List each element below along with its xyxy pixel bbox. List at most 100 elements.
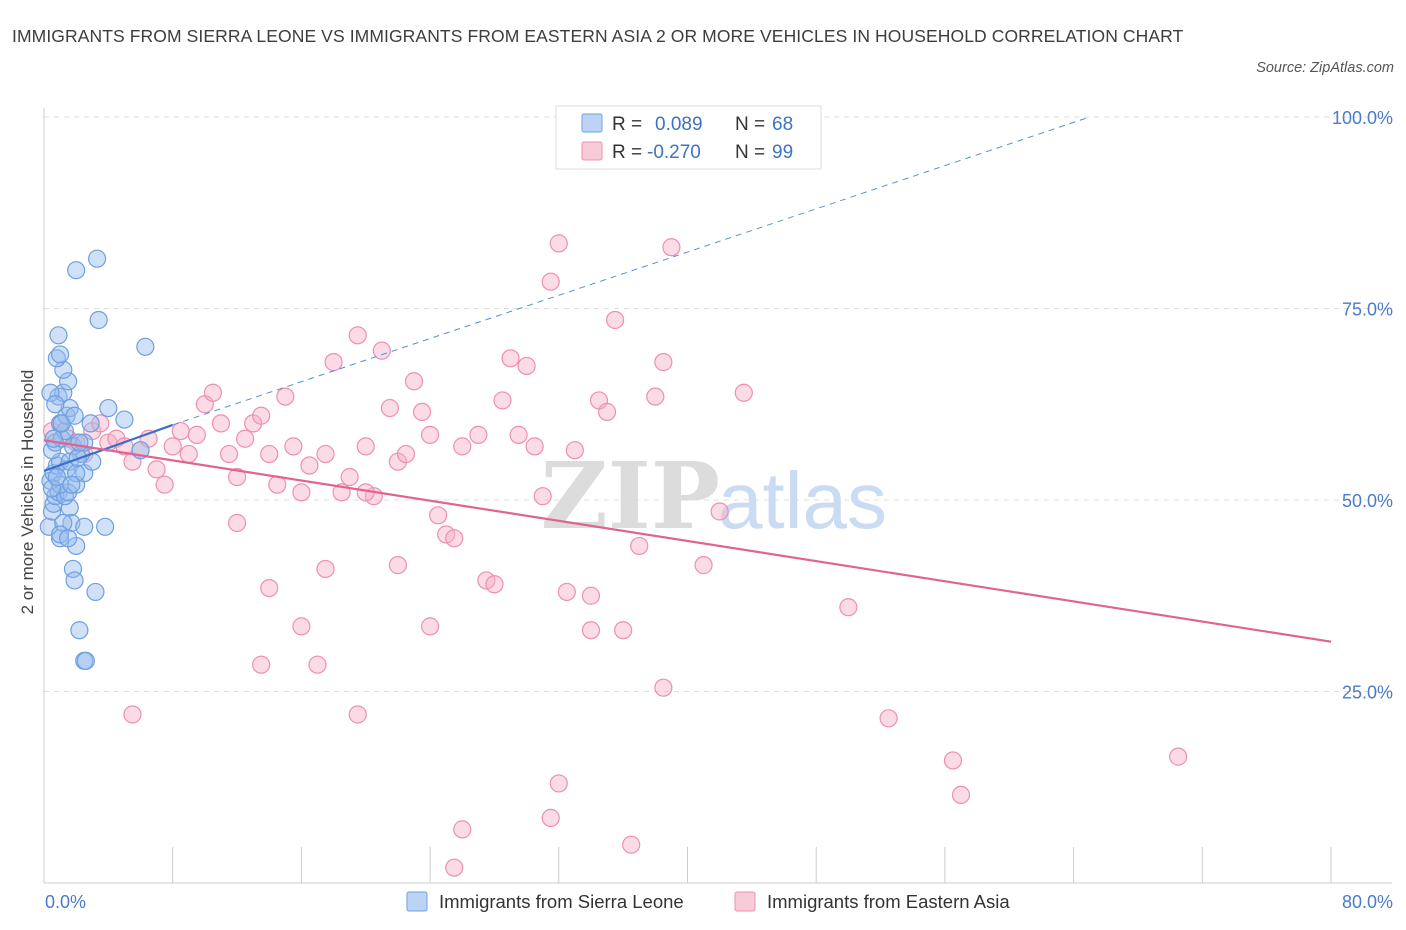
sierra-leone-point-58 [67,464,86,483]
eastern-asia-point-43 [396,444,416,464]
eastern-asia-point-72 [694,556,713,575]
eastern-asia-point-68 [654,353,673,372]
eastern-asia-point-66 [614,621,633,640]
legend-r-label-1: R = [612,114,642,135]
y-tick-label-1: 50.0% [1342,491,1393,511]
sierra-leone-point-66 [41,383,60,402]
eastern-asia-point-38 [356,437,375,456]
eastern-asia-point-31 [292,483,311,502]
eastern-asia-point-17 [179,444,198,464]
eastern-asia-point-65 [606,310,625,330]
watermark-zip: ZIP [541,442,720,550]
sierra-leone-point-65 [81,414,100,433]
sierra-leone-trend-line [43,423,174,472]
eastern-asia-point-88 [421,617,440,636]
sierra-leone-point-22 [49,326,68,345]
eastern-asia-point-36 [340,467,359,487]
eastern-asia-point-75 [839,598,858,617]
eastern-asia-point-67 [630,536,649,556]
chart-title: IMMIGRANTS FROM SIERRA LEONE VS IMMIGRAN… [12,26,1184,46]
eastern-asia-point-90 [557,582,576,602]
legend-n-value-2: 99 [772,142,793,163]
eastern-asia-point-26 [252,406,271,425]
y-axis-label: 2 or more Vehicles in Household [18,370,37,615]
sierra-leone-point-21 [50,345,70,364]
sierra-leone-point-62 [44,429,63,448]
eastern-asia-point-92 [549,774,568,793]
eastern-asia-point-6 [91,414,110,433]
sierra-leone-point-54 [59,529,78,548]
sierra-leone-point-36 [70,621,89,640]
y-tick-labels: 25.0% 50.0% 75.0% 100.0% [1332,108,1393,703]
eastern-asia-point-46 [421,425,440,444]
sierra-leone-point-34 [65,571,84,590]
eastern-asia-point-71 [646,387,665,406]
eastern-asia-point-94 [453,820,472,839]
eastern-asia-trend-line [43,439,1332,643]
eastern-asia-point-16 [171,421,190,441]
sierra-leone-point-33 [63,559,83,579]
eastern-asia-point-87 [388,556,408,575]
eastern-asia-point-47 [429,506,448,525]
eastern-asia-point-81 [252,655,271,674]
axes [43,108,1392,884]
y-tick-label-0: 25.0% [1342,683,1393,703]
eastern-asia-point-89 [445,529,464,548]
grid-lines [44,116,1392,692]
sierra-leone-point-64 [65,406,84,425]
stats-legend: R = 0.089 N = 68 R = -0.270 N = 99 [555,105,822,170]
sierra-leone-point-28 [115,410,134,429]
eastern-asia-point-79 [1169,747,1188,766]
sierra-leone-point-1 [42,502,62,521]
sierra-leone-point-50 [42,479,62,498]
bottom-legend-label-1: Immigrants from Sierra Leone [439,891,684,912]
eastern-asia-point-58 [533,487,552,506]
eastern-asia-point-40 [372,341,391,360]
legend-n-label-1: N = [735,114,765,135]
eastern-asia-point-78 [951,785,971,805]
sierra-leone-point-24 [87,249,107,268]
series-eastern-asia [42,234,1188,877]
eastern-asia-point-80 [123,705,142,724]
y-tick-label-3: 100.0% [1332,108,1393,128]
source-label: Source: ZipAtlas.com [1256,60,1394,76]
eastern-asia-point-53 [493,391,512,410]
eastern-asia-point-32 [300,456,319,475]
eastern-asia-point-30 [284,437,303,456]
eastern-asia-point-61 [565,441,584,460]
legend-n-value-1: 68 [772,114,793,135]
eastern-asia-point-44 [404,372,424,391]
eastern-asia-point-22 [219,444,239,464]
eastern-asia-point-29 [276,387,295,406]
sierra-leone-point-19 [54,360,73,379]
sierra-leone-point-38 [76,651,95,670]
y-tick-label-2: 75.0% [1342,300,1393,320]
eastern-asia-point-97 [316,559,335,579]
eastern-asia-point-34 [324,353,343,372]
sierra-leone-point-25 [89,310,108,330]
eastern-asia-point-49 [453,437,472,456]
eastern-asia-point-15 [163,437,182,456]
eastern-asia-point-33 [316,444,335,464]
eastern-asia-point-37 [348,326,367,345]
x-tick-label-1: 80.0% [1342,892,1393,912]
eastern-asia-point-95 [445,858,464,877]
eastern-asia-point-74 [734,383,753,402]
eastern-asia-point-76 [879,709,898,728]
eastern-asia-point-70 [654,678,673,697]
sierra-leone-point-56 [96,517,115,536]
eastern-asia-point-24 [235,429,255,448]
eastern-asia-point-93 [541,808,560,827]
eastern-asia-point-64 [597,402,617,422]
bottom-legend-swatch-pink [734,891,756,912]
eastern-asia-point-59 [541,272,560,291]
legend-n-label-2: N = [735,142,765,163]
eastern-asia-point-23 [227,467,247,487]
eastern-asia-point-13 [147,460,166,479]
eastern-asia-point-50 [469,425,488,444]
x-tick-label-0: 0.0% [45,892,86,912]
legend-r-label-2: R = [612,142,642,163]
eastern-asia-point-41 [380,398,399,418]
eastern-asia-point-54 [501,349,520,368]
sierra-leone-point-55 [75,517,94,536]
